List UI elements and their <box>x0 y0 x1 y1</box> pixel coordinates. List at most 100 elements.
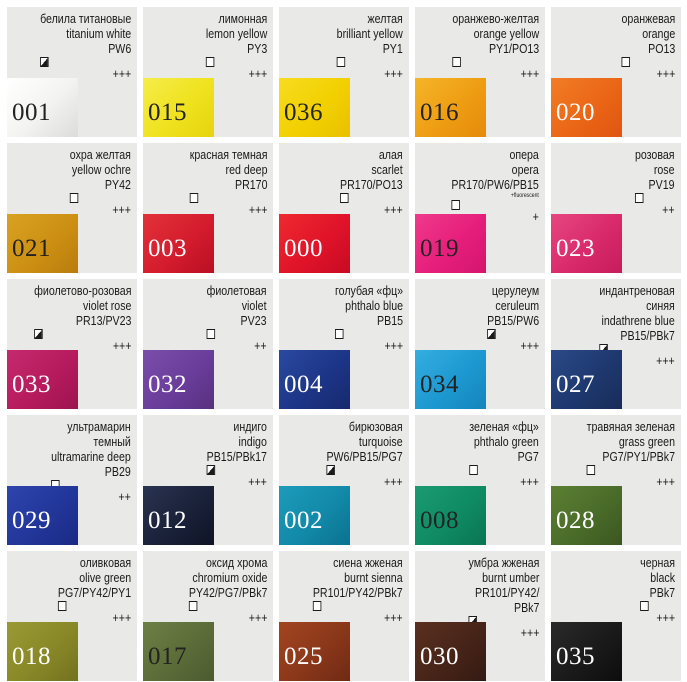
color-card: индиго indigo PB15/PBk17 +++ 012 <box>143 415 273 545</box>
lightfastness-stars: +++ <box>248 475 267 489</box>
color-number: 016 <box>420 99 459 126</box>
permanence-rating: ++ <box>635 193 675 217</box>
pigment-code: PY42 <box>104 178 131 192</box>
permanence-rating: +++ <box>39 57 131 81</box>
color-swatch: 001 <box>7 78 78 137</box>
permanence-rating: +++ <box>188 601 267 625</box>
color-number: 019 <box>420 235 459 262</box>
lightfastness-stars: +++ <box>384 339 403 353</box>
english-name: phthalo green <box>474 435 539 449</box>
pigment-code: PBk7 <box>649 586 675 600</box>
semi-transparent-square-icon <box>326 465 336 475</box>
color-card: черная black PBk7 +++ 035 <box>551 551 681 681</box>
color-swatch: 030 <box>415 622 486 681</box>
permanence-rating: +++ <box>599 344 675 368</box>
pigment-code: PB15/PBk7 <box>620 329 675 343</box>
color-swatch: 004 <box>279 350 350 409</box>
russian-name: оксид хрома <box>205 556 267 570</box>
semi-transparent-square-icon <box>487 329 496 339</box>
russian-name: бирюзовая <box>349 420 403 434</box>
russian-name: желтая <box>367 12 403 26</box>
pigment-code: PY3 <box>246 42 267 56</box>
english-name: brilliant yellow <box>336 27 403 41</box>
color-number: 015 <box>148 99 187 126</box>
color-number: 023 <box>556 235 595 262</box>
color-card: лимонная lemon yellow PY3 +++ 015 <box>143 7 273 137</box>
english-name: orange yellow <box>473 27 539 41</box>
color-card: алая scarlet PR170/PO13 +++ 000 <box>279 143 409 273</box>
lightfastness-stars: +++ <box>112 611 131 625</box>
lightfastness-stars: +++ <box>520 626 539 640</box>
pigment-code: PO13 <box>647 42 675 56</box>
english-name: yellow ochre <box>71 163 131 177</box>
english-name: burnt umber <box>481 571 539 585</box>
lightfastness-stars: +++ <box>656 67 675 81</box>
color-card: оранжево-желтая orange yellow PY1/PO13 +++ 0… <box>415 7 545 137</box>
color-swatch: 018 <box>7 622 78 681</box>
permanence-rating: +++ <box>313 601 403 625</box>
permanence-rating: +++ <box>621 57 675 81</box>
russian-name: индиго <box>233 420 267 434</box>
english-name: chromium oxide <box>192 571 267 585</box>
color-card: оранжевая orange PO13 +++ 020 <box>551 7 681 137</box>
pigment-code: PB15/PW6 <box>487 314 539 328</box>
russian-name: оливковая <box>79 556 131 570</box>
russian-name: фиолетовая <box>207 284 267 298</box>
pigment-code: PR170/PO13 <box>340 178 403 192</box>
color-number: 034 <box>420 371 459 398</box>
russian-name: белила титановые <box>39 12 131 26</box>
russian-name: сиена жженая <box>333 556 403 570</box>
permanence-rating: +++ <box>57 601 131 625</box>
english-name: black <box>650 571 675 585</box>
color-swatch: 027 <box>551 350 622 409</box>
english-name: violet rose <box>82 299 131 313</box>
russian-name: синяя <box>646 299 675 313</box>
color-swatch: 021 <box>7 214 78 273</box>
transparent-square-icon <box>635 193 644 203</box>
color-swatch: 020 <box>551 78 622 137</box>
pigment-code: PB15/PBk17 <box>206 450 267 464</box>
color-swatch: 025 <box>279 622 350 681</box>
color-number: 021 <box>12 235 51 262</box>
english-name: orange <box>641 27 675 41</box>
english-name: violet <box>242 299 267 313</box>
color-info: опера opera PR170/PW6/PB15 +fluorescent + <box>451 148 539 224</box>
permanence-rating: +++ <box>189 193 267 217</box>
pigment-code: PR101/PY42/PBk7 <box>313 586 403 600</box>
lightfastness-stars: +++ <box>248 67 267 81</box>
color-info: умбра жженая burnt umber PR101/PY42/PBk7 ++… <box>468 556 539 640</box>
color-card: зеленая «фц» phthalo green PG7 +++ 008 <box>415 415 545 545</box>
pigment-code: PR101/PY42/ <box>474 586 539 600</box>
color-number: 029 <box>12 507 51 534</box>
russian-name: травяная зеленая <box>586 420 675 434</box>
color-card: опера opera PR170/PW6/PB15 +fluorescent + 019 <box>415 143 545 273</box>
russian-name: умбра жженая <box>468 556 539 570</box>
color-number: 036 <box>284 99 323 126</box>
transparent-square-icon <box>334 329 344 339</box>
color-swatch: 023 <box>551 214 622 273</box>
lightfastness-stars: +++ <box>112 67 131 81</box>
permanence-rating: +++ <box>452 57 539 81</box>
permanence-rating: +++ <box>326 465 403 489</box>
russian-name: лимонная <box>218 12 267 26</box>
color-number: 020 <box>556 99 595 126</box>
permanence-rating: +++ <box>469 465 539 489</box>
transparent-square-icon <box>69 193 79 203</box>
color-card: сиена жженая burnt sienna PR101/PY42/PBk7 +… <box>279 551 409 681</box>
lightfastness-stars: +++ <box>384 203 403 217</box>
color-swatch: 034 <box>415 350 486 409</box>
pigment-code: PY42/PG7/PBk7 <box>188 586 267 600</box>
color-number: 018 <box>12 643 51 670</box>
english-name: ultramarine deep <box>51 450 131 464</box>
permanence-rating: ++ <box>207 329 267 353</box>
pigment-code: PBk7 <box>513 601 539 615</box>
pigment-code: PG7/PY42/PY1 <box>57 586 131 600</box>
color-info: черная black PBk7 +++ <box>640 556 675 625</box>
russian-name: темный <box>93 435 131 449</box>
transparent-square-icon <box>621 57 630 67</box>
english-name: lemon yellow <box>205 27 267 41</box>
transparent-square-icon <box>586 465 596 475</box>
permanence-rating: +++ <box>336 57 403 81</box>
transparent-square-icon <box>189 193 198 203</box>
color-info: охра желтая yellow ochre PY42 +++ <box>69 148 131 217</box>
